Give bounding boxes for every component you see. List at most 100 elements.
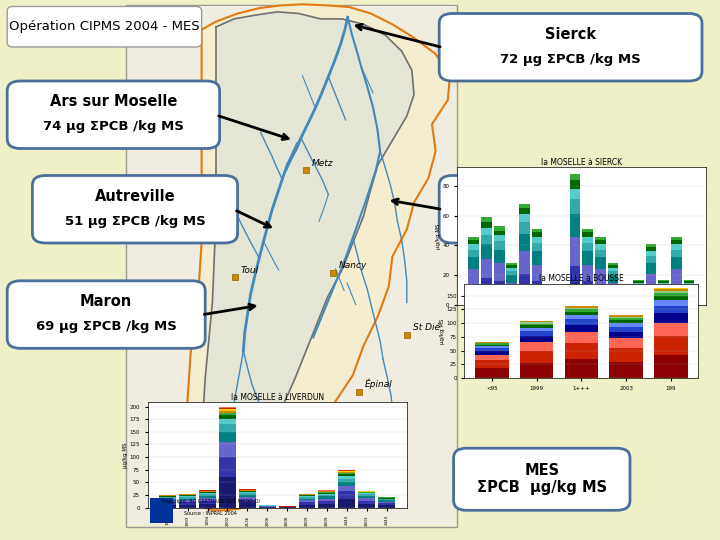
Bar <box>318 504 336 508</box>
Bar <box>475 343 508 345</box>
Bar <box>481 278 492 290</box>
Bar <box>359 504 375 508</box>
Bar <box>582 252 593 265</box>
Bar <box>658 283 669 284</box>
Bar <box>150 498 158 523</box>
Bar <box>506 298 517 305</box>
Bar <box>219 407 236 408</box>
Bar <box>557 292 568 293</box>
Bar <box>595 240 606 244</box>
Bar <box>494 264 505 281</box>
Bar <box>199 501 216 504</box>
Bar <box>299 500 315 502</box>
Bar <box>609 320 643 323</box>
Bar <box>654 291 688 293</box>
Bar <box>469 237 480 240</box>
FancyBboxPatch shape <box>32 176 238 243</box>
Bar <box>475 342 508 343</box>
Bar <box>519 208 530 214</box>
Bar <box>557 290 568 292</box>
Y-axis label: µg/kg MS: µg/kg MS <box>440 318 445 343</box>
Bar <box>519 287 530 305</box>
Bar <box>683 284 694 287</box>
Y-axis label: µg/kg MS: µg/kg MS <box>123 442 128 468</box>
Text: Autreville: Autreville <box>95 189 175 204</box>
Text: 62 µg ΣPCB /kg MS: 62 µg ΣPCB /kg MS <box>500 214 641 228</box>
Bar <box>239 494 256 495</box>
Bar <box>671 269 682 284</box>
Bar <box>481 217 492 221</box>
Bar <box>179 498 196 500</box>
Bar <box>564 343 598 359</box>
Bar <box>608 268 618 271</box>
Bar <box>239 492 256 494</box>
Title: la MOSELLE à SIERCK: la MOSELLE à SIERCK <box>541 158 622 167</box>
Bar <box>671 244 682 250</box>
Bar <box>646 295 657 305</box>
Bar <box>582 292 593 305</box>
Bar <box>595 269 606 284</box>
Bar <box>219 408 236 409</box>
Bar <box>654 322 688 336</box>
Bar <box>318 495 336 496</box>
Bar <box>219 409 236 410</box>
Bar <box>609 327 643 332</box>
Bar <box>544 303 555 304</box>
Bar <box>609 315 643 316</box>
Bar <box>299 496 315 497</box>
Text: Maron: Maron <box>80 294 132 309</box>
Bar <box>608 283 618 292</box>
Bar <box>633 287 644 292</box>
Bar <box>359 492 375 494</box>
Bar <box>494 235 505 241</box>
Bar <box>475 360 508 368</box>
Bar <box>150 498 173 523</box>
Bar <box>633 284 644 287</box>
Bar <box>199 492 216 494</box>
Bar <box>506 275 517 283</box>
FancyBboxPatch shape <box>7 281 205 348</box>
Bar <box>683 281 694 283</box>
Bar <box>179 497 196 498</box>
Bar <box>199 498 216 501</box>
Bar <box>520 328 554 332</box>
Bar <box>219 477 236 508</box>
Bar <box>654 355 688 378</box>
Title: la MOSELLE à BOUSSE: la MOSELLE à BOUSSE <box>539 274 624 283</box>
Bar <box>671 258 682 269</box>
Bar <box>646 264 657 274</box>
Bar <box>475 346 508 348</box>
Bar <box>654 336 688 355</box>
Bar <box>557 296 568 300</box>
Bar <box>658 292 669 298</box>
Bar <box>338 482 355 486</box>
Bar <box>494 250 505 264</box>
Bar <box>564 309 598 312</box>
Bar <box>469 258 480 269</box>
Bar <box>646 274 657 287</box>
Bar <box>633 298 644 301</box>
Bar <box>179 504 196 508</box>
Bar <box>378 503 395 505</box>
Bar <box>557 293 568 296</box>
FancyBboxPatch shape <box>439 176 702 243</box>
Polygon shape <box>184 4 450 510</box>
Bar <box>378 500 395 502</box>
Bar <box>671 284 682 293</box>
Bar <box>219 457 236 477</box>
Bar <box>475 368 508 378</box>
Bar <box>595 293 606 305</box>
Bar <box>494 281 505 292</box>
Bar <box>359 494 375 495</box>
Bar <box>239 500 256 503</box>
Bar <box>608 264 618 265</box>
Bar <box>475 345 508 346</box>
Bar <box>564 312 598 315</box>
Bar <box>683 287 694 292</box>
FancyBboxPatch shape <box>439 14 702 81</box>
Bar <box>299 502 315 504</box>
Bar <box>475 351 508 355</box>
Bar <box>564 325 598 333</box>
Bar <box>608 292 618 298</box>
Bar <box>199 504 216 508</box>
